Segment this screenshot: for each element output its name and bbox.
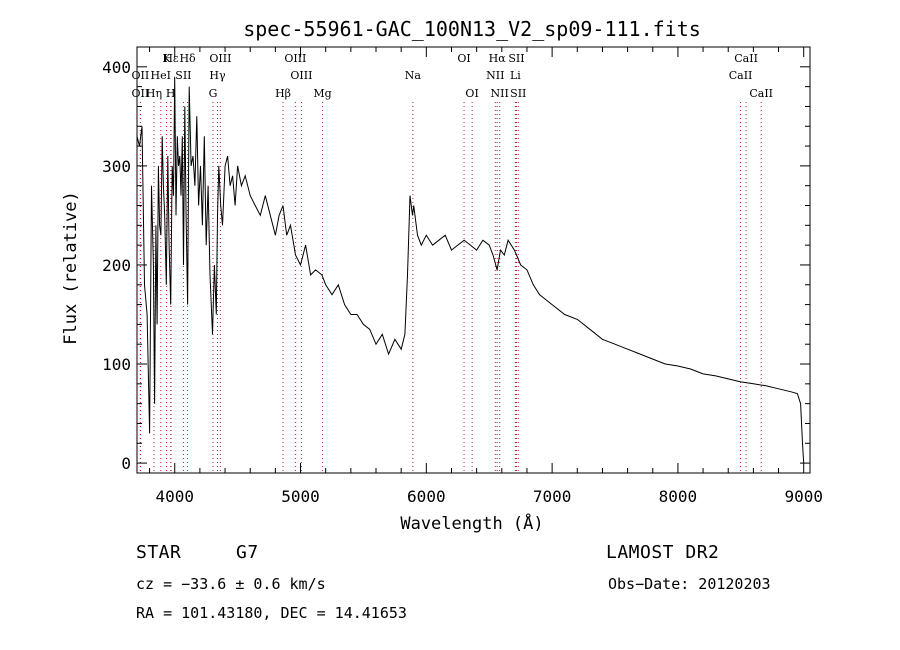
line-label: OII xyxy=(132,69,150,82)
x-tick-label: 8000 xyxy=(659,487,698,506)
y-axis-ticks: 0 100 200 300 400 xyxy=(102,58,810,473)
line-label: Hα xyxy=(489,52,507,65)
plot-frame xyxy=(136,46,811,474)
y-axis-label: Flux (relative) xyxy=(61,191,81,345)
redshift-velocity: cz = −33.6 ± 0.6 km/s xyxy=(136,575,326,593)
line-label: SII xyxy=(508,52,524,65)
x-axis-label: Wavelength (Å) xyxy=(400,512,543,534)
line-label: OIII xyxy=(209,52,231,65)
y-tick-label: 300 xyxy=(102,157,131,176)
line-label: SII xyxy=(510,87,526,100)
x-tick-label: 4000 xyxy=(155,487,194,506)
line-label: SII xyxy=(175,69,191,82)
y-tick-label: 400 xyxy=(102,58,131,77)
line-label: CaII xyxy=(734,52,758,65)
x-tick-label: 6000 xyxy=(407,487,446,506)
x-tick-label: 9000 xyxy=(784,487,823,506)
line-label: Hγ xyxy=(209,69,226,82)
line-label: OI xyxy=(457,52,470,65)
line-label: OII xyxy=(132,87,150,100)
line-label: NII xyxy=(491,87,509,100)
line-label: Li xyxy=(510,69,521,82)
line-label: Hδ xyxy=(179,52,196,65)
line-label: CaII xyxy=(749,87,773,100)
y-tick-label: 200 xyxy=(102,256,131,275)
y-tick-label: 100 xyxy=(102,355,131,374)
line-label: Na xyxy=(405,69,422,82)
line-label: H xyxy=(166,87,176,100)
line-label: Mg xyxy=(313,87,331,100)
line-label: Hη xyxy=(146,87,162,100)
line-label: G xyxy=(209,87,218,100)
x-tick-label: 5000 xyxy=(281,487,320,506)
survey-name: LAMOST DR2 xyxy=(606,542,720,563)
line-label: OIII xyxy=(284,52,306,65)
line-label: Hβ xyxy=(275,87,291,100)
line-label: HeI xyxy=(151,69,171,82)
line-label: NII xyxy=(486,69,504,82)
line-label: CaII xyxy=(729,69,753,82)
coordinates: RA = 101.43180, DEC = 14.41653 xyxy=(136,604,407,622)
line-label: OI xyxy=(465,87,478,100)
line-label: OIII xyxy=(290,69,312,82)
spectral-line-markers xyxy=(139,102,762,473)
x-axis-ticks: 4000 5000 6000 7000 8000 9000 xyxy=(149,47,823,506)
observation-date: Obs−Date: 20120203 xyxy=(608,575,771,593)
spectrum-line xyxy=(136,76,805,464)
x-tick-label: 7000 xyxy=(533,487,572,506)
chart-title: spec-55961-GAC_100N13_V2_sp09-111.fits xyxy=(243,17,701,41)
line-label: K xyxy=(162,52,171,65)
y-tick-label: 0 xyxy=(121,454,131,473)
spectral-subclass: G7 xyxy=(236,542,259,563)
object-type: STAR xyxy=(136,542,182,563)
